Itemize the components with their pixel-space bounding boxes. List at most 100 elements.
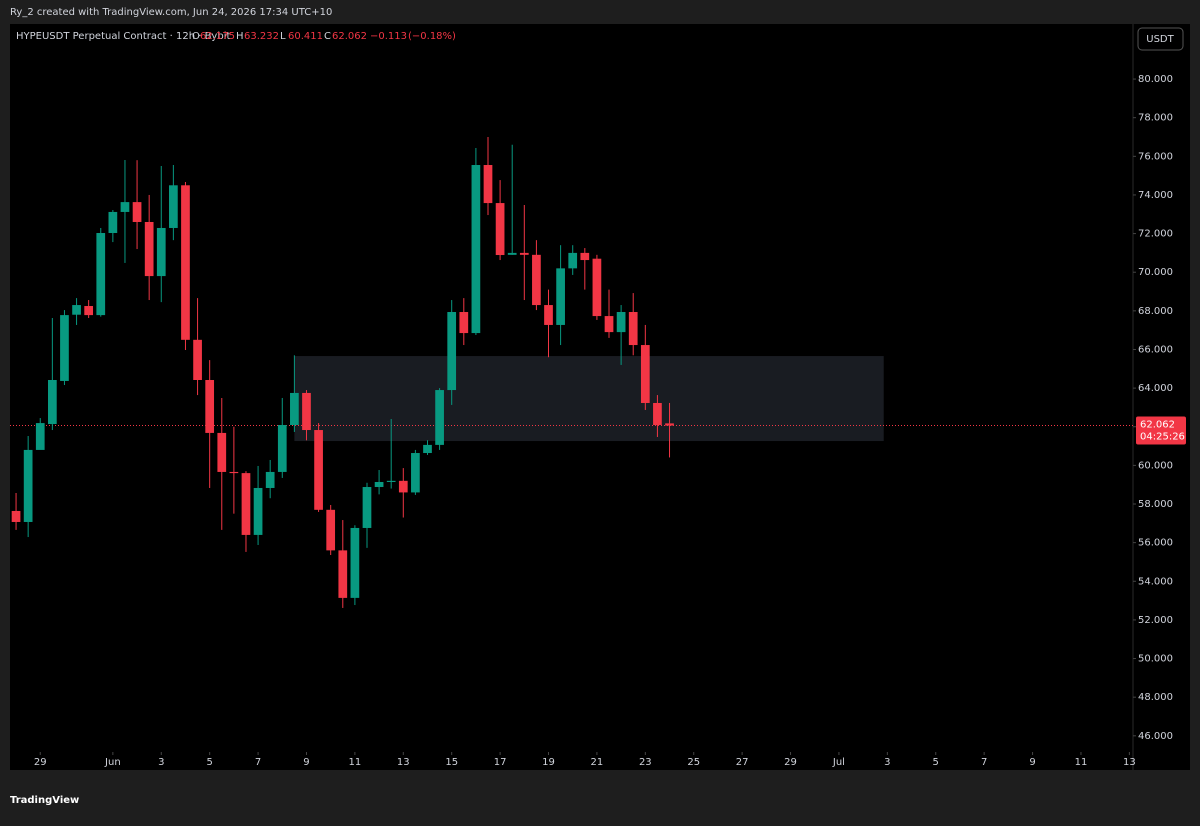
y-tick-label: 76.000 bbox=[1138, 151, 1173, 162]
y-tick-label: 72.000 bbox=[1138, 229, 1173, 240]
body bbox=[120, 202, 130, 212]
ohlc-key: C bbox=[324, 31, 331, 42]
change-pct: (−0.18%) bbox=[408, 31, 456, 42]
body bbox=[326, 509, 336, 551]
body bbox=[23, 449, 33, 522]
body bbox=[277, 425, 287, 472]
body bbox=[181, 185, 190, 340]
body bbox=[568, 252, 578, 269]
body bbox=[35, 423, 45, 450]
y-tick-label: 74.000 bbox=[1138, 190, 1173, 201]
x-tick-label: 13 bbox=[1123, 757, 1136, 768]
y-tick-label: 80.000 bbox=[1138, 74, 1173, 85]
body bbox=[193, 339, 202, 381]
x-tick-label: 5 bbox=[933, 757, 939, 768]
body bbox=[592, 258, 602, 317]
y-tick-label: 54.000 bbox=[1138, 576, 1173, 587]
body bbox=[398, 480, 408, 493]
ohlc-value: 62.062 bbox=[332, 31, 367, 42]
ohlc-readout: O 62.175 H 63.232 L 60.411 C 62.062 −0.113 (−0.18… bbox=[192, 31, 456, 42]
x-tick-label: 23 bbox=[639, 757, 652, 768]
body bbox=[302, 392, 311, 431]
body bbox=[156, 227, 166, 277]
body bbox=[362, 487, 372, 528]
x-tick-label: 11 bbox=[1075, 757, 1088, 768]
x-tick-label: 9 bbox=[1029, 757, 1035, 768]
change: −0.113 bbox=[370, 31, 407, 42]
body bbox=[556, 268, 565, 325]
body bbox=[84, 306, 94, 316]
x-tick-label: 29 bbox=[784, 757, 797, 768]
x-tick-label: 7 bbox=[981, 757, 987, 768]
x-tick-label: 7 bbox=[255, 757, 261, 768]
body bbox=[447, 312, 457, 391]
price-label: 62.062 bbox=[1140, 420, 1175, 431]
logo: TradingView bbox=[10, 795, 79, 806]
ohlc-value: 62.175 bbox=[200, 31, 235, 42]
body bbox=[616, 312, 626, 333]
x-tick-label: 15 bbox=[445, 757, 458, 768]
body bbox=[47, 380, 57, 425]
body bbox=[483, 165, 493, 204]
y-tick-label: 64.000 bbox=[1138, 383, 1173, 394]
body bbox=[532, 254, 541, 306]
currency-button[interactable] bbox=[1137, 27, 1184, 51]
x-tick-label: 25 bbox=[687, 757, 700, 768]
y-tick-label: 48.000 bbox=[1138, 692, 1173, 703]
body bbox=[495, 203, 505, 256]
body bbox=[423, 444, 432, 454]
body bbox=[72, 305, 81, 315]
x-tick-label: 29 bbox=[34, 757, 47, 768]
ohlc-key: H bbox=[236, 31, 244, 42]
zone bbox=[294, 356, 884, 442]
body bbox=[519, 252, 529, 255]
x-tick-label: 3 bbox=[884, 757, 890, 768]
body bbox=[108, 211, 118, 234]
y-tick-label: 58.000 bbox=[1138, 499, 1173, 510]
body bbox=[507, 252, 517, 255]
body bbox=[144, 221, 154, 277]
y-tick-label: 60.000 bbox=[1138, 460, 1173, 471]
body bbox=[11, 510, 21, 522]
body bbox=[374, 481, 384, 488]
body bbox=[580, 252, 590, 261]
body bbox=[471, 165, 481, 334]
body bbox=[350, 527, 360, 598]
x-tick-label: Jul bbox=[832, 757, 845, 768]
body bbox=[544, 305, 553, 325]
y-tick-label: 50.000 bbox=[1138, 654, 1173, 665]
x-tick-label: 11 bbox=[349, 757, 362, 768]
x-tick-label: 9 bbox=[303, 757, 309, 768]
body bbox=[60, 315, 69, 381]
credit: Ry_2 created with TradingView.com, Jun 2… bbox=[10, 7, 332, 18]
body bbox=[314, 430, 323, 510]
y-tick-label: 56.000 bbox=[1138, 538, 1173, 549]
x-tick-label: 3 bbox=[158, 757, 164, 768]
symbol: HYPEUSDT Perpetual Contract · 12h · Bybi… bbox=[16, 31, 230, 42]
x-tick-label: 27 bbox=[736, 757, 749, 768]
x-tick-label: 13 bbox=[397, 757, 410, 768]
ohlc-key: L bbox=[280, 31, 286, 42]
y-tick-label: 70.000 bbox=[1138, 267, 1173, 278]
y-tick-label: 66.000 bbox=[1138, 344, 1173, 355]
x-tick-label: 21 bbox=[591, 757, 604, 768]
countdown: 04:25:26 bbox=[1140, 432, 1185, 443]
body bbox=[217, 432, 227, 472]
body bbox=[435, 390, 444, 445]
x-tick-label: 17 bbox=[494, 757, 507, 768]
body bbox=[653, 402, 662, 426]
body bbox=[338, 550, 348, 598]
body bbox=[205, 380, 215, 433]
body bbox=[169, 185, 178, 228]
x-tick-label: Jun bbox=[104, 757, 121, 768]
y-tick-label: 78.000 bbox=[1138, 113, 1173, 124]
currency[interactable]: USDT bbox=[1146, 34, 1174, 45]
y-tick-label: 68.000 bbox=[1138, 306, 1173, 317]
body bbox=[96, 233, 106, 316]
body bbox=[241, 473, 251, 535]
y-tick-label: 46.000 bbox=[1138, 731, 1173, 742]
body bbox=[132, 202, 142, 222]
body bbox=[459, 312, 469, 334]
